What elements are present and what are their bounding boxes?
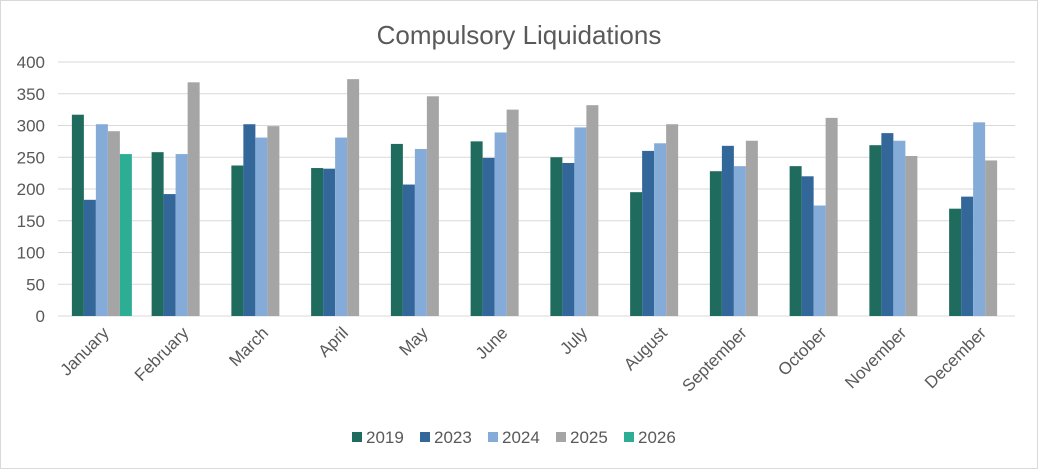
bar-2024-october [813, 205, 826, 316]
x-tick-label: December [921, 323, 990, 392]
bar-2024-february [175, 154, 188, 316]
bar-2025-february [187, 82, 200, 316]
bar-2023-february [163, 194, 176, 316]
bar-2023-july [562, 162, 575, 316]
bar-2024-april [335, 137, 348, 316]
bar-2019-march [231, 165, 244, 316]
bar-2024-december [973, 122, 986, 316]
bar-2025-august [666, 124, 679, 316]
bar-2023-november [881, 133, 894, 316]
bar-2023-april [323, 168, 336, 316]
bar-2019-february [151, 152, 164, 316]
bar-2023-december [961, 196, 974, 316]
legend-swatch-2019 [352, 432, 362, 442]
y-tick-label: 300 [17, 117, 45, 136]
legend-swatch-2024 [488, 432, 498, 442]
bar-2019-april [311, 168, 324, 316]
bar-2023-august [642, 150, 655, 316]
bar-2019-december [949, 208, 962, 316]
bar-2025-october [825, 117, 838, 316]
y-tick-label: 400 [17, 53, 45, 72]
bar-2024-august [654, 143, 667, 316]
bar-2024-july [574, 127, 587, 316]
x-tick-label: September [678, 323, 750, 395]
bar-2023-september [721, 145, 734, 316]
x-tick-label: February [131, 323, 193, 385]
legend-label-2019: 2019 [366, 428, 404, 447]
bar-2024-november [893, 140, 906, 316]
legend-label-2023: 2023 [434, 428, 472, 447]
x-tick-label: June [472, 323, 512, 363]
y-tick-label: 0 [36, 307, 45, 326]
legend-label-2024: 2024 [502, 428, 540, 447]
bar-2019-january [71, 114, 84, 316]
x-tick-label: October [774, 323, 830, 379]
chart-title: Compulsory Liquidations [377, 20, 662, 50]
bar-2024-june [494, 132, 507, 316]
bar-2025-july [586, 105, 599, 317]
bar-2026-january [119, 154, 132, 316]
bar-2019-august [630, 192, 643, 316]
y-tick-label: 250 [17, 148, 45, 167]
y-tick-label: 350 [17, 85, 45, 104]
x-tick-label: May [396, 323, 432, 359]
bar-2023-october [801, 176, 814, 316]
bar-2019-june [470, 141, 483, 316]
bar-2023-may [402, 184, 415, 316]
bar-2025-may [426, 96, 439, 316]
legend-swatch-2025 [556, 432, 566, 442]
bar-2025-november [905, 155, 918, 316]
legend-label-2025: 2025 [570, 428, 608, 447]
bar-2025-september [745, 140, 758, 316]
bar-2023-june [482, 157, 495, 316]
x-tick-label: November [841, 323, 910, 392]
bar-2024-september [733, 166, 746, 316]
bar-2024-may [414, 148, 427, 316]
legend-label-2026: 2026 [638, 428, 676, 447]
y-tick-label: 200 [17, 180, 45, 199]
bar-2019-september [709, 171, 722, 316]
bar-2019-july [550, 157, 563, 316]
y-tick-label: 150 [17, 212, 45, 231]
bar-2025-april [347, 79, 360, 317]
x-tick-label: March [225, 323, 272, 370]
bar-2024-january [95, 124, 108, 316]
x-tick-label: July [556, 323, 591, 358]
bar-2025-march [267, 126, 280, 316]
y-tick-label: 50 [26, 275, 45, 294]
bar-2025-december [985, 160, 998, 316]
bar-2025-january [107, 131, 120, 316]
y-tick-label: 100 [17, 244, 45, 263]
legend-swatch-2026 [624, 432, 634, 442]
bar-2019-october [789, 166, 802, 316]
bar-2024-march [255, 137, 268, 316]
bar-2019-november [869, 145, 882, 316]
legend-swatch-2023 [420, 432, 430, 442]
bar-2025-june [506, 109, 519, 316]
x-tick-label: August [620, 323, 671, 374]
bar-2023-march [243, 124, 256, 316]
bar-2023-january [83, 199, 96, 316]
x-tick-label: April [314, 323, 351, 360]
x-tick-label: January [56, 323, 113, 380]
bar-2019-may [390, 143, 403, 316]
